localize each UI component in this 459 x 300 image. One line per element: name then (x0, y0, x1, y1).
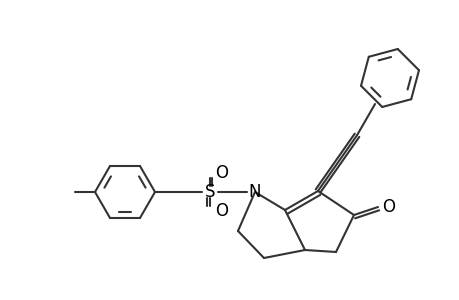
Text: O: O (214, 164, 228, 182)
Text: S: S (204, 183, 215, 201)
Text: N: N (248, 183, 261, 201)
Text: O: O (214, 202, 228, 220)
Text: O: O (381, 198, 394, 216)
